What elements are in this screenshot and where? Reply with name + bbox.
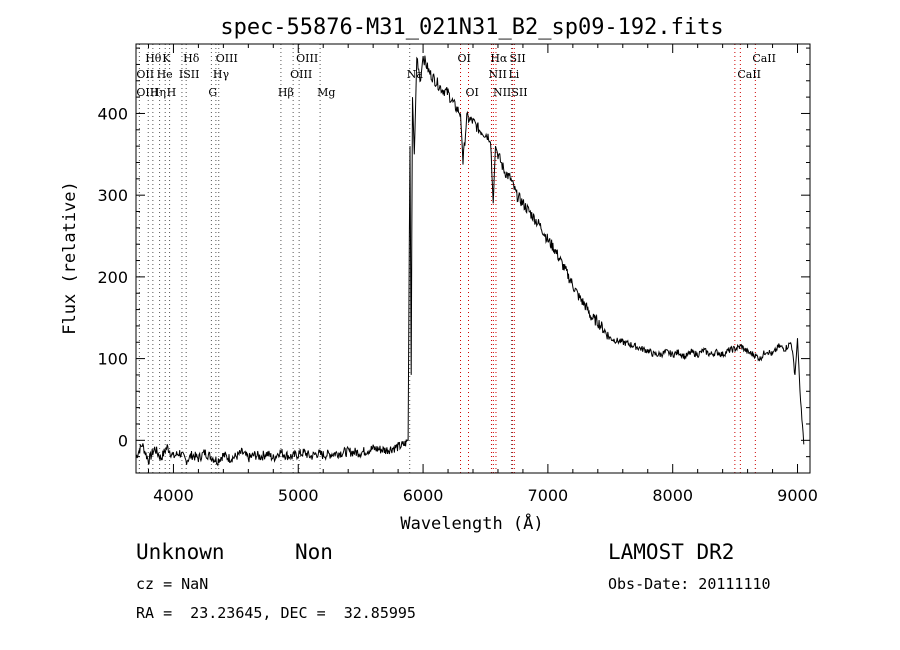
y-tick-label: 200 xyxy=(97,268,128,287)
spectral-line-label: He xyxy=(157,68,173,81)
spectral-line-label: Hα xyxy=(490,52,508,65)
survey-label: LAMOST DR2 xyxy=(608,540,735,564)
chart-title: spec-55876-M31_021N31_B2_sp09-192.fits xyxy=(220,15,723,40)
x-tick-label: 5000 xyxy=(278,486,319,505)
spectral-line-markers xyxy=(138,44,756,473)
spectral-line-label: Hη xyxy=(150,86,166,99)
x-tick-label: 4000 xyxy=(153,486,194,505)
spectral-line-label: OII xyxy=(136,68,154,81)
spectral-line-label: OIII xyxy=(216,52,238,65)
x-axis-label: Wavelength (Å) xyxy=(400,512,543,534)
spectral-line-label: H xyxy=(167,86,177,99)
spectral-line-label: ISII xyxy=(179,68,200,81)
flux-series-line xyxy=(136,55,805,467)
spectral-line-label: Li xyxy=(508,68,519,81)
x-tick-label: 7000 xyxy=(528,486,569,505)
spectral-line-label: NII xyxy=(488,68,506,81)
class-label: Unknown xyxy=(136,540,225,564)
x-axis: 4000 5000 6000 7000 8000 9000 xyxy=(147,44,818,505)
y-axis-label: Flux (relative) xyxy=(60,181,80,335)
subclass-label: Non xyxy=(295,540,333,564)
spectral-line-label: Hδ xyxy=(183,52,200,65)
y-tick-label: 300 xyxy=(97,186,128,205)
spectral-line-label: G xyxy=(208,86,217,99)
y-tick-label: 100 xyxy=(97,350,128,369)
flux-series xyxy=(136,55,805,467)
x-tick-label: 6000 xyxy=(403,486,444,505)
coordinates: RA = 23.23645, DEC = 32.85995 xyxy=(136,604,416,622)
x-tick-label: 8000 xyxy=(652,486,693,505)
spectral-line-label: OI xyxy=(466,86,479,99)
spectral-line-label: Hθ xyxy=(145,52,162,65)
spectral-line-label: SII xyxy=(509,52,525,65)
spectral-line-label: OIII xyxy=(290,68,312,81)
spectral-line-label: Hβ xyxy=(278,86,294,99)
plot-frame xyxy=(135,43,811,474)
spectral-line-label: OIII xyxy=(136,86,158,99)
spectral-line-label: CaII xyxy=(752,52,776,65)
spectral-line-label: OI xyxy=(458,52,471,65)
cz-value: cz = NaN xyxy=(136,575,209,593)
spectral-line-label: CaII xyxy=(737,68,761,81)
spectral-line-label: OIII xyxy=(296,52,318,65)
spectral-line-label: K xyxy=(162,52,171,65)
y-axis: 0 100 200 300 400 xyxy=(97,47,810,458)
y-tick-label: 400 xyxy=(97,104,128,123)
y-tick-label: 0 xyxy=(118,431,128,450)
x-tick-label: 9000 xyxy=(777,486,818,505)
obs-date: Obs-Date: 20111110 xyxy=(608,575,771,593)
spectral-line-label: Hγ xyxy=(213,68,230,81)
spectral-line-label: SII xyxy=(511,86,527,99)
spectral-line-label: NII xyxy=(493,86,511,99)
spectral-line-label: Mg xyxy=(317,86,335,99)
